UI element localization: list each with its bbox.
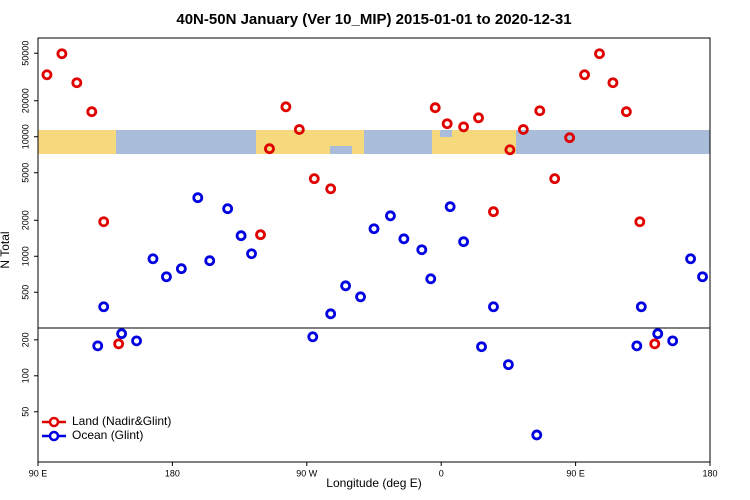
point [204, 255, 216, 267]
point [652, 328, 664, 340]
y-tick-label: 100 [20, 368, 30, 383]
point [246, 248, 257, 260]
point [531, 429, 543, 441]
y-tick-label: 5000 [20, 163, 30, 183]
point [147, 253, 159, 265]
point [685, 253, 696, 265]
point [385, 210, 396, 222]
y-tick-label: 500 [20, 285, 30, 300]
point [131, 335, 142, 347]
point [444, 201, 456, 213]
point [488, 301, 499, 313]
point [579, 69, 590, 81]
point [488, 206, 499, 218]
point [634, 216, 646, 228]
chart-title: 40N-50N January (Ver 10_MIP) 2015-01-01 … [176, 11, 571, 28]
y-tick-label: 2000 [20, 210, 30, 230]
point [504, 144, 516, 156]
x-tick-label: 90 E [29, 468, 48, 478]
point [425, 273, 437, 285]
y-tick-label: 20000 [20, 88, 30, 113]
x-tick-label: 180 [165, 468, 180, 478]
point [98, 216, 110, 228]
point [255, 229, 266, 241]
y-tick-label: 50 [20, 407, 30, 417]
point [325, 183, 337, 195]
plot-frame [37, 37, 711, 463]
point [667, 335, 679, 347]
point [607, 77, 619, 89]
point [458, 236, 470, 248]
point [631, 340, 643, 352]
x-axis-label: Longitude (deg E) [326, 476, 421, 490]
point [71, 77, 83, 89]
point [293, 124, 305, 135]
y-tick-label: 10000 [20, 124, 30, 149]
point [98, 301, 110, 313]
map-band [38, 130, 710, 154]
point [92, 340, 104, 352]
point [116, 328, 128, 340]
legend-marker [48, 416, 60, 428]
point [502, 359, 514, 371]
point [175, 263, 187, 275]
y-tick-label: 1000 [20, 246, 30, 266]
y-tick-label: 50000 [20, 41, 30, 66]
point [192, 192, 204, 204]
point [549, 173, 561, 185]
point [517, 124, 529, 135]
point [113, 338, 125, 350]
point [222, 203, 234, 215]
point [235, 230, 247, 242]
x-tick-label: 90 W [296, 468, 318, 478]
point [340, 280, 352, 292]
point [620, 106, 632, 118]
point [56, 48, 68, 60]
point [594, 48, 605, 60]
point [476, 341, 487, 353]
point [368, 223, 380, 235]
point [697, 271, 708, 283]
point [280, 101, 292, 113]
x-tick-label: 90 E [566, 468, 585, 478]
point [564, 132, 576, 144]
point [355, 291, 366, 303]
point [429, 102, 441, 114]
point [473, 112, 484, 124]
point [264, 143, 275, 155]
point [441, 118, 453, 130]
x-tick-label: 0 [439, 468, 444, 478]
point [398, 233, 410, 245]
y-tick-label: 200 [20, 332, 30, 347]
legend-label: Land (Nadir&Glint) [72, 414, 171, 428]
point [307, 331, 319, 343]
y-axis-label: N Total [0, 231, 12, 268]
point [458, 121, 470, 133]
x-tick-label: 180 [702, 468, 717, 478]
ocean-band [330, 146, 352, 154]
point [86, 106, 98, 118]
land-band [38, 130, 116, 154]
point [649, 338, 661, 350]
point [325, 308, 337, 320]
point [161, 271, 172, 283]
point [41, 69, 53, 81]
point [635, 301, 647, 313]
ocean-band [38, 130, 710, 154]
point [534, 105, 546, 117]
point [308, 173, 320, 185]
legend-marker [48, 430, 60, 442]
point [416, 244, 428, 256]
ocean-band [440, 130, 452, 137]
legend-label: Ocean (Glint) [72, 428, 143, 442]
